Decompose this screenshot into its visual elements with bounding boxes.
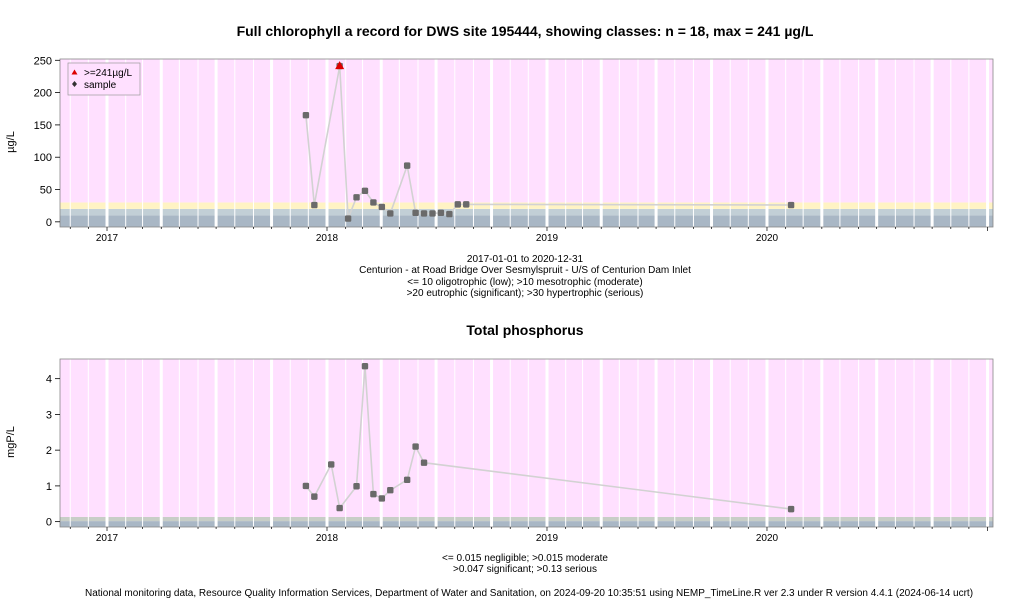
y-tick-label: 50 [40, 185, 52, 197]
data-point [403, 476, 411, 484]
triangle-icon [71, 69, 78, 75]
y-tick-label: 3 [46, 409, 52, 421]
legend: >=241µg/L sample [67, 62, 141, 96]
x-caption-line-2: Centurion - at Road Bridge Over Sesmylsp… [359, 265, 691, 276]
data-point [378, 495, 386, 502]
phosphorus-chart: Total phosphorus 2017 2018 2019 2020 0 1 2 3 4 m… [5, 322, 994, 575]
x-tick-label: 2019 [536, 533, 559, 544]
x-caption-line-1: <= 0.015 negligible; >0.015 moderate [442, 553, 608, 564]
class-band-2 [60, 359, 993, 517]
plot-frame [59, 358, 994, 528]
y-tick-label: 250 [34, 55, 52, 67]
data-point [412, 443, 419, 450]
class-band-3 [60, 59, 993, 203]
data-point [787, 505, 795, 513]
data-point [387, 210, 394, 217]
y-tick-label: 150 [34, 120, 52, 132]
y-tick-label: 0 [46, 517, 52, 529]
data-point [463, 201, 470, 208]
y-tick-label: 0 [46, 217, 52, 229]
legend-label-sample: sample [84, 80, 117, 91]
x-tick-label: 2020 [756, 233, 779, 244]
class-band-0 [60, 521, 993, 527]
y-axis-label: mgP/L [5, 426, 17, 458]
plot-frame [59, 58, 994, 228]
data-point [311, 493, 318, 500]
data-point [370, 199, 377, 206]
data-point [353, 483, 360, 490]
y-axis-label: µg/L [5, 131, 17, 153]
x-tick-label: 2017 [96, 233, 119, 244]
data-point [446, 210, 453, 218]
data-point [454, 201, 461, 208]
class-band-0 [60, 215, 993, 227]
data-point [336, 504, 343, 512]
data-point [344, 215, 352, 222]
chart-title: Full chlorophyll a record for DWS site 1… [237, 23, 814, 39]
x-caption-line-3: <= 10 oligotrophic (low); >10 mesotrophi… [407, 277, 642, 288]
x-caption-line-1: 2017-01-01 to 2020-12-31 [467, 254, 584, 265]
plot-area: 2017 2018 2019 2020 0 1 2 3 4 [46, 358, 994, 544]
chlorophyll-chart: Full chlorophyll a record for DWS site 1… [5, 23, 994, 299]
data-point [302, 112, 310, 119]
data-point [302, 482, 310, 490]
max-marker [335, 61, 345, 70]
data-point [437, 209, 445, 216]
x-tick-label: 2020 [756, 533, 779, 544]
y-tick-label: 1 [46, 481, 52, 493]
plot-area: 2017 2018 2019 2020 0 50 100 150 200 250 [34, 55, 994, 244]
data-point [787, 201, 795, 209]
data-point [353, 194, 360, 201]
data-point [370, 490, 377, 498]
y-tick-label: 100 [34, 152, 52, 164]
chart-title: Total phosphorus [466, 322, 583, 338]
data-point [412, 209, 419, 216]
data-point [378, 203, 386, 211]
data-point [420, 210, 428, 217]
data-point [361, 187, 369, 195]
data-point [429, 210, 436, 217]
footer-note: National monitoring data, Resource Quali… [85, 588, 973, 599]
data-point [311, 201, 318, 209]
data-point [420, 459, 428, 466]
data-point [403, 162, 411, 169]
class-band-1 [60, 208, 993, 216]
y-tick-label: 2 [46, 445, 52, 457]
class-band-1 [60, 516, 993, 522]
legend-label-max: >=241µg/L [84, 68, 132, 79]
data-point [361, 362, 369, 370]
class-band-2 [60, 202, 993, 209]
y-tick-label: 4 [46, 374, 52, 386]
data-point [387, 486, 394, 494]
data-point [328, 461, 335, 468]
x-caption-line-4: >20 eutrophic (significant); >30 hypertr… [407, 288, 644, 299]
x-tick-label: 2017 [96, 533, 119, 544]
legend-box [67, 62, 141, 96]
x-tick-label: 2019 [536, 233, 559, 244]
x-tick-label: 2018 [316, 533, 339, 544]
y-tick-label: 200 [34, 88, 52, 100]
x-caption-line-2: >0.047 significant; >0.13 serious [453, 564, 597, 575]
diamond-icon [72, 81, 77, 87]
x-tick-label: 2018 [316, 233, 339, 244]
